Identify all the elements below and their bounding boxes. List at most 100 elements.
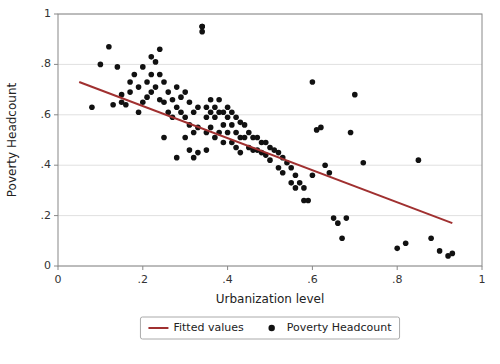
legend-swatch [268,325,274,331]
point [297,180,303,186]
point [288,180,294,186]
point [115,64,121,70]
tick-mark [54,14,58,15]
point [132,72,138,78]
point [148,72,154,78]
grid-line [58,165,482,166]
point [123,102,129,108]
point [242,122,248,128]
point [242,135,248,141]
plot-frame [58,14,482,266]
point [428,235,434,241]
point [127,79,133,85]
fit-line [79,82,452,223]
point [305,198,311,204]
point [144,94,150,100]
point [195,104,201,110]
point [212,135,218,141]
point [127,89,133,95]
legend-label: Poverty Headcount [287,321,393,334]
point [450,251,456,257]
point [191,130,197,136]
point [394,246,400,252]
point [254,135,260,141]
point [174,155,180,161]
point [136,109,142,115]
point [293,185,299,191]
point [161,135,167,141]
tick-label: .6 [41,108,52,121]
tick-label: 1 [44,7,51,20]
point [161,79,167,85]
point [344,215,350,221]
point [174,104,180,110]
point [199,24,205,30]
point [352,92,358,98]
point [157,72,163,78]
point [187,147,193,153]
point [110,102,116,108]
point [403,241,409,247]
point [276,150,282,156]
point [339,235,345,241]
point [208,125,214,131]
point [263,140,269,146]
point [98,62,104,68]
grid-line [58,64,482,65]
point [187,99,193,105]
legend-swatch [148,327,168,329]
tick-label: .6 [307,273,318,286]
grid-line [58,114,482,115]
point [153,84,159,90]
point [191,155,197,161]
tick-mark [54,266,58,267]
tick-label: 0 [55,273,62,286]
point [233,130,239,136]
point [170,97,176,103]
point [246,130,252,136]
point [225,115,231,121]
line-layer [79,82,452,223]
point [416,157,422,163]
tick-mark [312,266,313,270]
point [157,46,163,52]
grid-line [58,215,482,216]
tick-label: .8 [41,57,52,70]
tick-mark [397,266,398,270]
marks [79,24,455,259]
point [153,59,159,65]
chart: 0.2.4.6.810.2.4.6.81Urbanization levelPo… [0,0,500,364]
point [148,54,154,60]
legend-item: Poverty Headcount [268,321,392,334]
tick-label: .4 [222,273,233,286]
point [318,125,324,131]
point [140,64,146,70]
legend-box [140,317,399,339]
point [182,135,188,141]
tick-mark [58,266,59,270]
x-axis-label: Urbanization level [216,292,325,306]
point [221,109,227,115]
point [360,160,366,166]
point [233,145,239,151]
point [335,220,341,226]
point [280,170,286,176]
point [212,104,218,110]
point [195,150,201,156]
point [221,122,227,128]
point [293,172,299,178]
point [310,172,316,178]
legend: Fitted values Poverty Headcount [140,317,399,339]
point [204,115,210,121]
legend-item: Fitted values [148,321,244,334]
point [225,130,231,136]
point [174,84,180,90]
tick-label: 1 [479,273,486,286]
point [178,109,184,115]
point [225,104,231,110]
axes: 0.2.4.6.810.2.4.6.81 [41,7,486,286]
point [144,79,150,85]
point [161,99,167,105]
point [267,157,273,163]
y-axis-label: Poverty Headcount [5,82,19,197]
